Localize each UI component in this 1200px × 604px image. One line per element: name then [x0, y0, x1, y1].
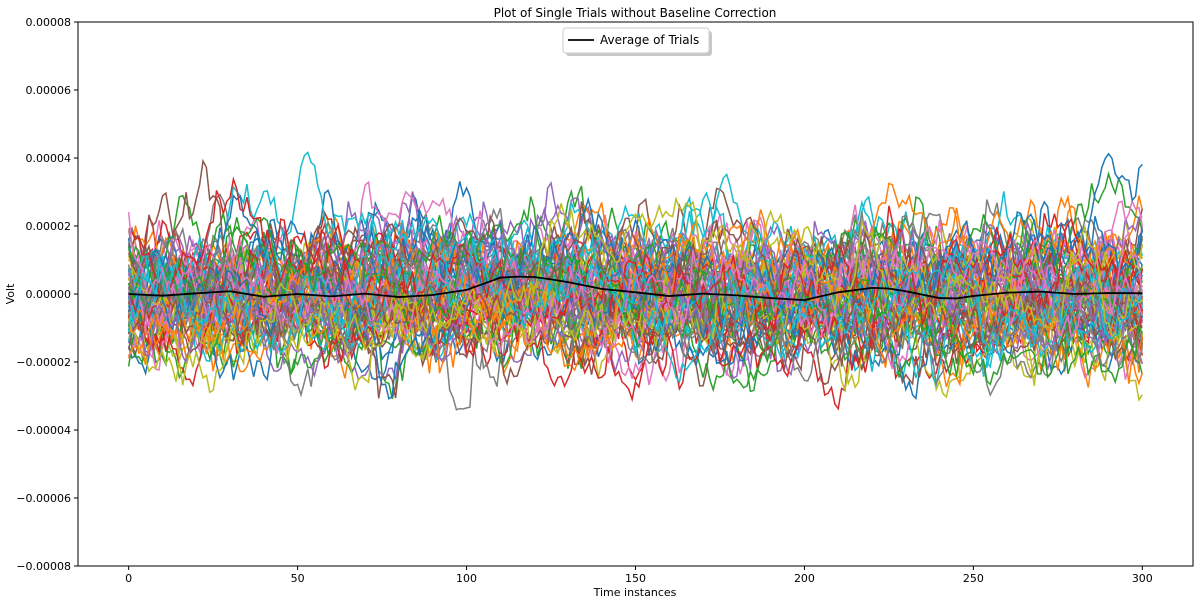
trial-line	[127, 151, 1144, 388]
legend-label-average: Average of Trials	[600, 33, 699, 47]
y-tick-label: 0.00002	[26, 220, 72, 233]
x-axis: 0 50 100 150 200 250 300	[125, 566, 1153, 585]
y-tick-label: 0.00004	[26, 152, 72, 165]
y-tick-label: −0.00002	[16, 356, 71, 369]
y-axis-title: Volt	[4, 283, 17, 304]
chart-title: Plot of Single Trials without Baseline C…	[494, 6, 777, 20]
x-tick-label: 200	[794, 572, 815, 585]
x-tick-label: 50	[291, 572, 305, 585]
trial-line	[127, 207, 1143, 387]
legend-box	[562, 27, 710, 54]
y-tick-label: 0.00008	[26, 16, 72, 29]
trial-line	[127, 221, 1144, 388]
y-tick-label: 0.00006	[26, 84, 72, 97]
x-tick-label: 100	[456, 572, 477, 585]
y-tick-label: −0.00006	[16, 492, 71, 505]
x-tick-label: 0	[125, 572, 132, 585]
trial-line	[127, 227, 1144, 370]
y-axis: −0.00008 −0.00006 −0.00004 −0.00002 0.00000 0…	[16, 16, 78, 573]
trial-line	[127, 196, 1144, 401]
trial-line	[127, 212, 1144, 364]
x-tick-label: 150	[625, 572, 646, 585]
y-tick-label: 0.00000	[26, 288, 72, 301]
trial-line	[127, 196, 1143, 394]
trial-line	[127, 202, 1143, 379]
y-tick-label: −0.00008	[16, 560, 71, 573]
average-of-trials-line	[128, 275, 1143, 302]
y-tick-label: −0.00004	[16, 424, 71, 437]
trial-line	[127, 216, 1143, 385]
x-tick-label: 300	[1132, 572, 1153, 585]
average-series	[128, 275, 1143, 302]
x-tick-label: 250	[963, 572, 984, 585]
trial-line	[127, 196, 1144, 378]
trial-line	[127, 216, 1144, 386]
trial-line	[128, 213, 1144, 347]
legend: Average of Trials	[562, 27, 712, 56]
trial-line	[128, 176, 1144, 373]
x-axis-title: Time instances	[593, 586, 677, 599]
